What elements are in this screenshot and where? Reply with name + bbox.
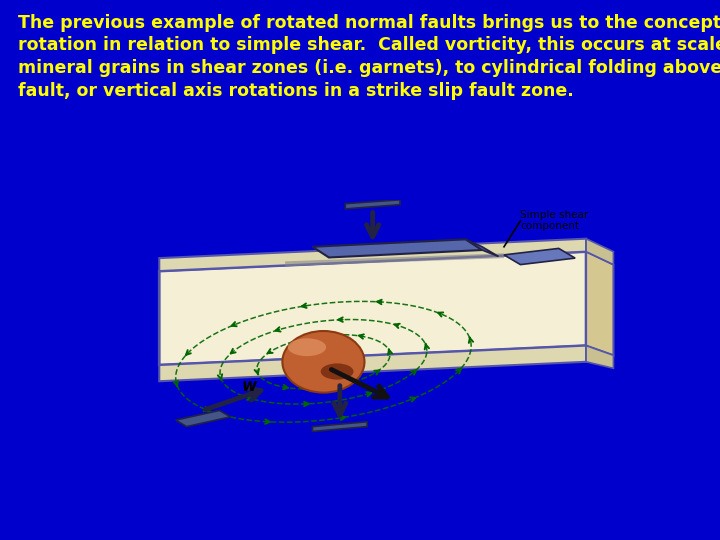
Ellipse shape [288, 338, 326, 356]
Polygon shape [159, 346, 586, 381]
Polygon shape [176, 410, 230, 427]
Polygon shape [312, 422, 367, 431]
Polygon shape [586, 252, 613, 355]
Polygon shape [586, 346, 613, 368]
Polygon shape [346, 200, 400, 209]
Polygon shape [285, 253, 504, 266]
Ellipse shape [282, 331, 364, 393]
Text: The previous example of rotated normal faults brings us to the concept of
rotati: The previous example of rotated normal f… [18, 14, 720, 100]
Polygon shape [466, 239, 498, 256]
Polygon shape [504, 248, 575, 265]
Text: w: w [241, 377, 257, 395]
Polygon shape [312, 239, 482, 258]
Text: Simple shear
component: Simple shear component [521, 210, 589, 231]
Polygon shape [159, 252, 586, 365]
Polygon shape [586, 239, 613, 265]
Ellipse shape [320, 363, 354, 380]
Polygon shape [159, 239, 586, 271]
